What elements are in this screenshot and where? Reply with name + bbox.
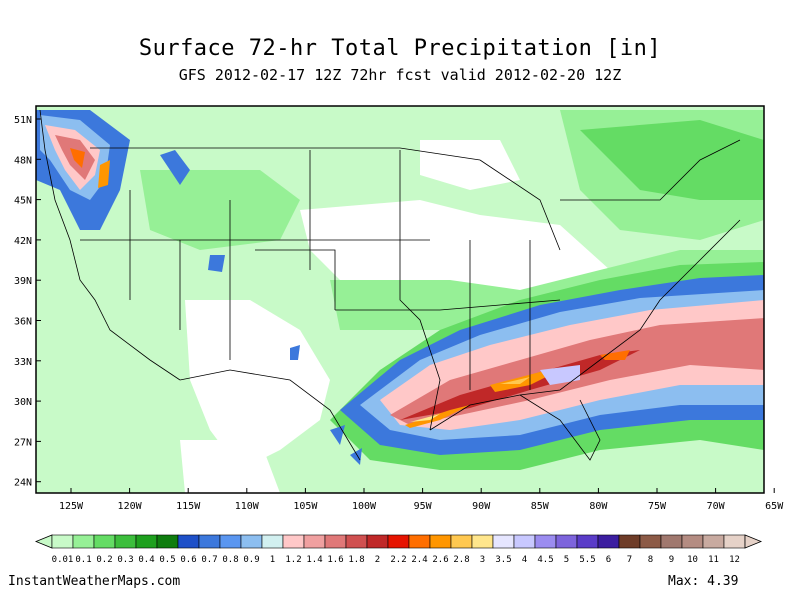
colorbar-label: 1.6 bbox=[327, 555, 343, 565]
lat-tick-label: 51N bbox=[14, 115, 32, 126]
colorbar-label: 0.2 bbox=[96, 555, 112, 565]
lat-tick-label: 42N bbox=[14, 236, 32, 247]
lon-tick-label: 95W bbox=[414, 501, 433, 512]
max-value: Max: 4.39 bbox=[668, 574, 739, 589]
colorbar-label: 1.4 bbox=[306, 555, 322, 565]
colorbar-swatch bbox=[219, 534, 242, 549]
colorbar-swatch bbox=[366, 534, 389, 549]
colorbar-swatch bbox=[723, 534, 746, 549]
lon-tick-label: 65W bbox=[765, 501, 784, 512]
lat-tick-label: 27N bbox=[14, 437, 32, 448]
colorbar-swatch bbox=[93, 534, 116, 549]
colorbar-swatch bbox=[471, 534, 494, 549]
colorbar-swatch bbox=[408, 534, 431, 549]
colorbar-label: 0.4 bbox=[138, 555, 154, 565]
colorbar-swatch bbox=[114, 534, 137, 549]
colorbar-label: 12 bbox=[729, 555, 740, 565]
colorbar-label: 3.5 bbox=[495, 555, 511, 565]
lon-tick-label: 120W bbox=[118, 501, 143, 512]
colorbar-label: 7 bbox=[627, 555, 632, 565]
colorbar-label: 0.7 bbox=[201, 555, 217, 565]
map-frame bbox=[35, 105, 765, 494]
lat-tick-label: 45N bbox=[14, 196, 32, 207]
colorbar-swatch bbox=[156, 534, 179, 549]
colorbar-label: 0.5 bbox=[159, 555, 175, 565]
colorbar-label: 2.6 bbox=[432, 555, 448, 565]
colorbar-swatch bbox=[702, 534, 725, 549]
lon-tick-label: 125W bbox=[59, 501, 84, 512]
longitude-axis: 125W 120W 115W 110W 105W 100W 95W 90W 85W 80W 75W 7… bbox=[59, 488, 784, 512]
lat-tick-label: 30N bbox=[14, 397, 32, 408]
lat-tick-label: 39N bbox=[14, 276, 32, 287]
colorbar-swatch bbox=[450, 534, 473, 549]
colorbar-label: 5.5 bbox=[579, 555, 595, 565]
colorbar-swatch bbox=[135, 534, 158, 549]
colorbar-swatch bbox=[639, 534, 662, 549]
colorbar-swatch bbox=[429, 534, 452, 549]
colorbar-swatch bbox=[387, 534, 410, 549]
colorbar-label: 4 bbox=[522, 555, 527, 565]
colorbar-label: 0.01 bbox=[52, 555, 74, 565]
lon-tick-label: 80W bbox=[589, 501, 608, 512]
colorbar-swatch bbox=[681, 534, 704, 549]
colorbar-swatch bbox=[345, 534, 368, 549]
colorbar-label: 2.4 bbox=[411, 555, 427, 565]
colorbar-label: 2.2 bbox=[390, 555, 406, 565]
colorbar-label: 0.8 bbox=[222, 555, 238, 565]
lon-tick-label: 110W bbox=[235, 501, 260, 512]
colorbar-label: 0.9 bbox=[243, 555, 259, 565]
map-subtitle: GFS 2012-02-17 12Z 72hr fcst valid 2012-… bbox=[178, 66, 622, 84]
colorbar-swatch bbox=[576, 534, 599, 549]
lat-tick-label: 24N bbox=[14, 478, 32, 489]
colorbar-label: 10 bbox=[687, 555, 698, 565]
colorbar-swatch bbox=[198, 534, 221, 549]
colorbar-swatch bbox=[555, 534, 578, 549]
colorbar-swatch bbox=[513, 534, 536, 549]
colorbar-label: 1 bbox=[270, 555, 275, 565]
colorbar-label: 5 bbox=[564, 555, 569, 565]
lon-tick-label: 100W bbox=[352, 501, 377, 512]
colorbar-swatch bbox=[261, 534, 284, 549]
lon-tick-label: 85W bbox=[531, 501, 550, 512]
colorbar-swatch bbox=[324, 534, 347, 549]
boundary-lines bbox=[39, 109, 741, 461]
colorbar-swatch bbox=[597, 534, 620, 549]
map-title: Surface 72-hr Total Precipitation [in] bbox=[138, 36, 662, 61]
lon-tick-label: 105W bbox=[293, 501, 318, 512]
colorbar-label: 1.8 bbox=[348, 555, 364, 565]
colorbar-swatch bbox=[72, 534, 95, 549]
lat-tick-label: 36N bbox=[14, 317, 32, 328]
colorbar-swatch bbox=[282, 534, 305, 549]
colorbar-label: 0.1 bbox=[75, 555, 91, 565]
colorbar-label: 11 bbox=[708, 555, 719, 565]
site-credit: InstantWeatherMaps.com bbox=[8, 574, 181, 589]
lon-tick-label: 90W bbox=[472, 501, 491, 512]
colorbar-swatch bbox=[660, 534, 683, 549]
colorbar-label: 1.2 bbox=[285, 555, 301, 565]
colorbar-swatch bbox=[51, 534, 74, 549]
colorbar-swatch bbox=[177, 534, 200, 549]
colorbar-swatch bbox=[240, 534, 263, 549]
lat-tick-label: 33N bbox=[14, 357, 32, 368]
lon-tick-label: 70W bbox=[707, 501, 726, 512]
colorbar: 0.01 0.1 0.2 0.3 0.4 0.5 0.6 0.7 0.8 0.9 1 1.2 1.4 1.… bbox=[34, 534, 763, 565]
lon-tick-label: 115W bbox=[176, 501, 201, 512]
colorbar-label: 2 bbox=[375, 555, 380, 565]
colorbar-label: 6 bbox=[606, 555, 611, 565]
colorbar-label: 8 bbox=[648, 555, 653, 565]
colorbar-label: 0.3 bbox=[117, 555, 133, 565]
lat-tick-label: 48N bbox=[14, 155, 32, 166]
lon-tick-label: 75W bbox=[648, 501, 667, 512]
colorbar-label: 2.8 bbox=[453, 555, 469, 565]
colorbar-label: 9 bbox=[669, 555, 674, 565]
colorbar-swatch bbox=[303, 534, 326, 549]
colorbar-label: 0.6 bbox=[180, 555, 196, 565]
colorbar-swatch bbox=[618, 534, 641, 549]
colorbar-swatch bbox=[534, 534, 557, 549]
colorbar-label: 3 bbox=[480, 555, 485, 565]
colorbar-label: 4.5 bbox=[537, 555, 553, 565]
latitude-axis: 51N 48N 45N 42N 39N 36N 33N 30N 27N 24N bbox=[14, 115, 41, 489]
colorbar-swatch bbox=[492, 534, 515, 549]
